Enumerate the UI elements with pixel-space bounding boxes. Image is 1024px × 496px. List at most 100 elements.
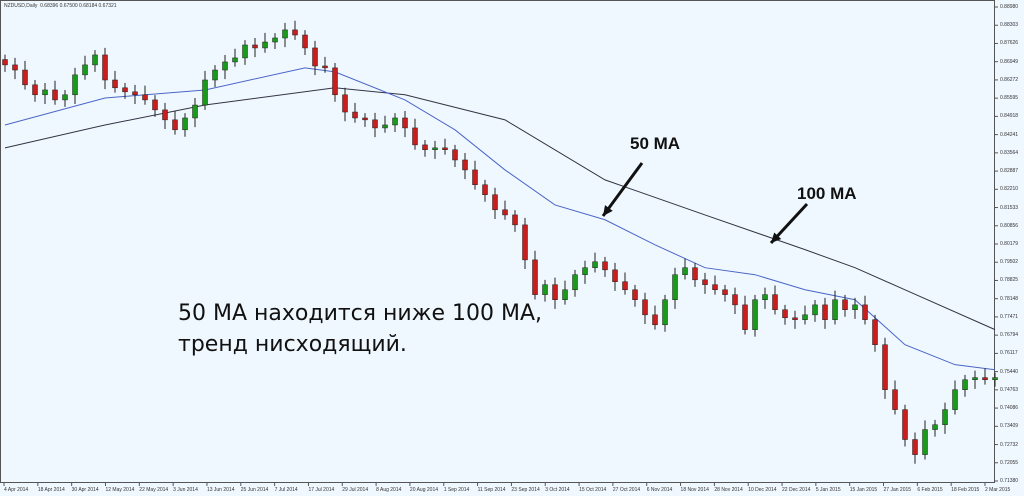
candle-body	[772, 294, 778, 310]
candle-body	[552, 284, 558, 300]
y-tick-label: 0.81533	[1000, 204, 1019, 211]
x-tick-label: 2 Mar 2015	[985, 487, 1011, 493]
candle-body	[312, 47, 318, 67]
candle-body	[752, 299, 758, 330]
x-tick-label: 28 Nov 2014	[714, 487, 743, 493]
candle-body	[272, 37, 278, 43]
candle-body	[872, 319, 878, 345]
candle-body	[172, 119, 178, 131]
candle-body	[642, 299, 648, 316]
y-tick-label: 0.84241	[1000, 131, 1019, 138]
x-tick-label: 18 Feb 2015	[951, 487, 980, 493]
x-tick-label: 12 May 2014	[105, 487, 135, 493]
candle-body	[962, 379, 968, 390]
candle-body	[622, 281, 628, 291]
ma100-arrow-head	[771, 232, 782, 243]
candle-body	[422, 144, 428, 150]
ma100-line	[4, 87, 996, 331]
candle-body	[812, 304, 818, 316]
y-tick-label: 0.74763	[1000, 386, 1019, 393]
candle-body	[592, 261, 598, 268]
x-tick-label: 20 Aug 2014	[409, 487, 439, 493]
candle-body	[652, 314, 658, 326]
candle-body	[2, 59, 8, 66]
y-tick-label: 0.85595	[1000, 95, 1019, 102]
x-tick-label: 3 Oct 2014	[545, 487, 570, 493]
candle-body	[912, 439, 918, 455]
candle-body	[502, 209, 508, 216]
y-tick-label: 0.88303	[1000, 22, 1019, 29]
x-tick-label: 17 Jul 2014	[308, 487, 335, 493]
candle-body	[722, 289, 728, 295]
candle-body	[212, 69, 218, 81]
candle-body	[952, 389, 958, 410]
y-tick-label: 0.76794	[1000, 332, 1019, 339]
candle-body	[672, 274, 678, 300]
candle-body	[582, 267, 588, 275]
candle-body	[982, 377, 988, 380]
candle-body	[402, 117, 408, 129]
candle-body	[152, 99, 158, 111]
ma50-annotation: 50 MA	[630, 134, 681, 153]
candle-body	[632, 289, 638, 300]
y-tick-label: 0.86272	[1000, 76, 1019, 83]
ohlc-readout: 0.68396 0.67500 0.68184 0.67321	[40, 3, 117, 9]
candle-body	[282, 29, 288, 39]
candle-body	[52, 89, 58, 101]
candle-body	[542, 284, 548, 295]
candle-body	[262, 41, 268, 49]
note-line-2: тренд нисходящий.	[178, 332, 407, 357]
candle-body	[822, 304, 828, 320]
chart-header: NZDUSD,Daily 0.68396 0.67500 0.68184 0.6…	[4, 3, 117, 9]
candle-body	[882, 344, 888, 390]
x-tick-label: 6 Nov 2014	[646, 487, 673, 493]
candle-body	[12, 64, 18, 71]
candle-body	[832, 299, 838, 320]
y-tick-label: 0.80856	[1000, 222, 1019, 229]
candle-body	[352, 111, 358, 119]
x-tick-label: 10 Dec 2014	[748, 487, 777, 493]
trend-note: 50 MA находится ниже 100 MA, тренд нисхо…	[178, 298, 542, 360]
candle-body	[302, 34, 308, 49]
candle-body	[992, 377, 998, 380]
x-tick-label: 29 Jul 2014	[342, 487, 369, 493]
y-tick-label: 0.86949	[1000, 58, 1019, 65]
y-tick-label: 0.84918	[1000, 113, 1019, 120]
candle-body	[792, 317, 798, 320]
y-tick-label: 0.83564	[1000, 149, 1019, 156]
candle-body	[342, 94, 348, 113]
candle-body	[192, 104, 198, 119]
x-tick-label: 15 Jan 2015	[849, 487, 878, 493]
x-tick-label: 11 Sep 2014	[477, 487, 506, 493]
candle-body	[442, 147, 448, 150]
x-tick-label: 27 Oct 2014	[612, 487, 641, 493]
x-tick-label: 30 Apr 2014	[71, 487, 99, 493]
candle-body	[42, 89, 48, 96]
candle-body	[62, 94, 68, 101]
plot-frame	[0, 0, 995, 483]
y-tick-label: 0.75440	[1000, 368, 1019, 375]
x-tick-label: 27 Jan 2015	[883, 487, 912, 493]
y-tick-label: 0.78148	[1000, 295, 1019, 302]
x-tick-label: 13 Jun 2014	[206, 487, 235, 493]
x-tick-label: 22 Dec 2014	[782, 487, 811, 493]
candle-body	[972, 377, 978, 380]
symbol-label: NZDUSD,Daily	[4, 3, 38, 9]
candle-body	[382, 124, 388, 129]
x-tick-label: 22 May 2014	[139, 487, 169, 493]
candle-body	[92, 54, 98, 66]
ma50-arrow-head	[603, 205, 613, 216]
candle-body	[862, 304, 868, 320]
candle-body	[102, 54, 108, 81]
candle-body	[332, 67, 338, 96]
candle-body	[742, 304, 748, 330]
candle-body	[32, 84, 38, 96]
y-tick-label: 0.76117	[1000, 350, 1018, 357]
y-tick-label: 0.72732	[1000, 441, 1019, 448]
x-tick-label: 4 Apr 2014	[4, 487, 29, 493]
candle-body	[942, 409, 948, 425]
candle-body	[322, 65, 328, 69]
candle-body	[372, 119, 378, 129]
candle-body	[512, 214, 518, 226]
